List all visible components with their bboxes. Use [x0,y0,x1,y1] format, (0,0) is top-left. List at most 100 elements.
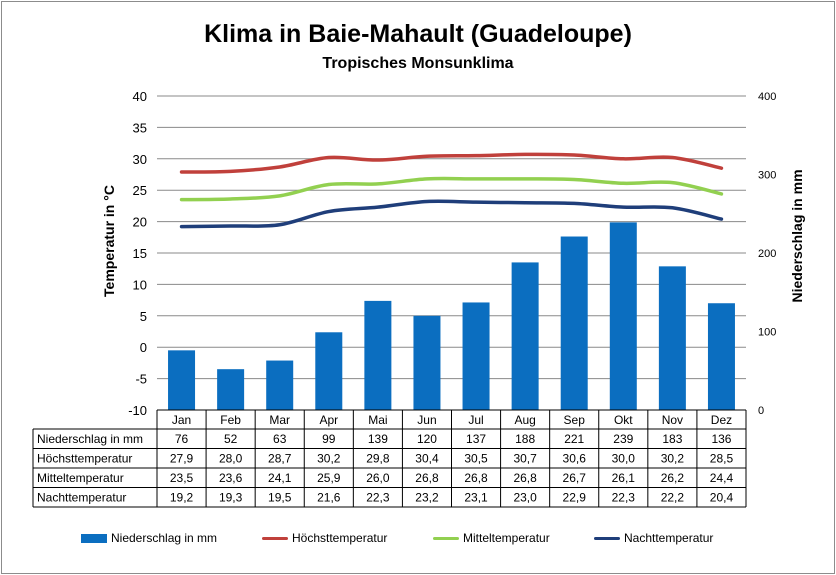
table-cell: 19,2 [170,491,194,505]
y-right-tick-label: 400 [758,91,776,103]
legend-swatch [594,536,620,540]
table-cell: 139 [368,432,388,446]
x-tick-label: Jan [172,413,191,427]
table-cell: 22,9 [563,491,587,505]
y-left-tick-label: 30 [133,152,147,167]
legend-swatch [81,533,107,543]
y-left-tick-label: 15 [133,246,147,261]
y-left-tick-label: 35 [133,120,147,135]
y-left-tick-label: 20 [133,215,147,230]
x-tick-label: Apr [319,413,338,427]
table-cell: 26,8 [415,471,439,485]
bar-jun [413,315,441,410]
table-cell: 23,1 [464,491,488,505]
y-right-tick-label: 100 [758,327,776,339]
table-cell: 26,2 [661,471,685,485]
bar-mai [364,300,392,410]
y-left-tick-label: 0 [140,340,147,355]
bar-jul [462,302,490,410]
table-cell: 19,5 [268,491,292,505]
y-left-tick-label: 25 [133,183,147,198]
legend-label: Niederschlag in mm [111,531,218,545]
x-tick-label: Mai [368,413,387,427]
table-cell: 23,0 [513,491,537,505]
x-tick-label: Okt [614,413,633,427]
table-row-label: Nachttemperatur [37,491,126,505]
bar-mar [266,360,294,410]
table-cell: 221 [564,432,584,446]
line-nachttemperatur [179,199,724,229]
table-cell: 99 [322,432,336,446]
table-cell: 24,1 [268,471,292,485]
table-cell: 23,6 [219,471,243,485]
table-cell: 30,2 [317,452,341,466]
bar-aug [511,262,539,410]
bar-okt [609,222,637,410]
table-cell: 183 [662,432,682,446]
table-cell: 26,8 [464,471,488,485]
chart-subtitle: Tropisches Monsunklima [322,55,514,72]
y-left-tick-label: -10 [128,403,147,418]
bar-dez [707,303,735,410]
x-tick-label: Nov [662,413,683,427]
table-cell: 26,0 [366,471,390,485]
legend-label: Mitteltemperatur [463,531,550,545]
table-cell: 188 [515,432,535,446]
y-left-tick-label: 10 [133,277,147,292]
chart-title: Klima in Baie-Mahault (Guadeloupe) [204,20,632,48]
legend-item: Höchsttemperatur [262,531,387,545]
x-tick-label: Jun [417,413,436,427]
legend-swatch [262,536,288,540]
table-cell: 19,3 [219,491,243,505]
table-cell: 24,4 [710,471,734,485]
legend-label: Höchsttemperatur [292,531,388,545]
table-cell: 76 [175,432,189,446]
legend-swatch [433,536,459,540]
table-cell: 26,1 [612,471,636,485]
table-cell: 22,3 [612,491,636,505]
table-cell: 21,6 [317,491,341,505]
table-cell: 137 [466,432,486,446]
bar-apr [315,332,343,410]
legend-label: Nachttemperatur [624,531,714,545]
x-tick-label: Aug [514,413,535,427]
chart-legend: Niederschlag in mm Höchsttemperatur Mittel… [0,531,836,549]
table-cell: 120 [417,432,437,446]
x-tick-label: Dez [711,413,732,427]
bar-jan [168,350,196,410]
legend-item: Nachttemperatur [594,531,713,545]
x-tick-label: Feb [220,413,241,427]
table-cell: 25,9 [317,471,341,485]
table-cell: 30,4 [415,452,439,466]
table-cell: 30,6 [563,452,587,466]
table-cell: 52 [224,432,238,446]
bar-sep [560,236,588,410]
table-cell: 23,5 [170,471,194,485]
table-cell: 239 [613,432,633,446]
y-left-tick-label: 5 [140,309,147,324]
x-tick-label: Jul [468,413,483,427]
table-cell: 28,5 [710,452,734,466]
table-cell: 29,8 [366,452,390,466]
table-cell: 27,9 [170,452,194,466]
table-cell: 26,8 [513,471,537,485]
x-tick-label: Mar [269,413,290,427]
table-cell: 30,7 [513,452,537,466]
y-right-tick-label: 0 [758,405,764,417]
table-cell: 63 [273,432,287,446]
line-mitteltemperatur [179,176,724,202]
table-row-label: Höchsttemperatur [37,452,132,466]
table-cell: 22,3 [366,491,390,505]
table-row-label: Mitteltemperatur [37,471,124,485]
legend-item: Niederschlag in mm [81,531,217,545]
line-höchsttemperatur [179,152,724,174]
x-tick-label: Sep [564,413,586,427]
bar-feb [217,369,245,410]
y-left-tick-label: -5 [135,372,147,387]
table-cell: 28,0 [219,452,243,466]
y-right-tick-label: 200 [758,248,776,260]
legend-item: Mitteltemperatur [433,531,550,545]
table-cell: 26,7 [563,471,587,485]
table-cell: 30,0 [612,452,636,466]
